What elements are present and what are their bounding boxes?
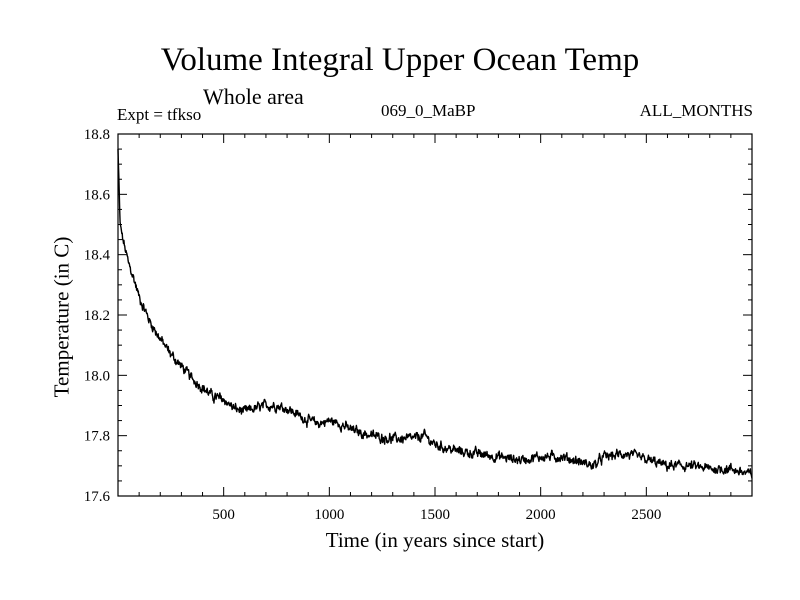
- y-tick-label: 17.6: [84, 489, 111, 505]
- chart-title: Volume Integral Upper Ocean Temp: [160, 42, 640, 78]
- y-tick-label: 18.6: [84, 187, 111, 203]
- y-tick-label: 18.4: [84, 248, 111, 264]
- x-tick-label: 1000: [314, 507, 344, 523]
- y-tick-label: 18.0: [84, 368, 110, 384]
- x-tick-label: 1500: [420, 507, 450, 523]
- y-axis-label: Temperature (in C): [49, 236, 74, 398]
- x-tick-label: 500: [212, 507, 235, 523]
- x-axis-label: Time (in years since start): [325, 528, 545, 552]
- experiment-label: Expt = tfkso: [117, 105, 202, 124]
- y-tick-label: 18.2: [84, 308, 110, 324]
- y-tick-label: 17.8: [84, 429, 110, 445]
- chart-subtitle: Whole area: [203, 84, 304, 109]
- x-tick-label: 2000: [526, 507, 556, 523]
- months-label: ALL_MONTHS: [639, 101, 753, 120]
- y-tick-label: 18.8: [84, 127, 110, 143]
- x-tick-label: 2500: [631, 507, 661, 523]
- run-label: 069_0_MaBP: [381, 101, 476, 120]
- series-line: [117, 149, 753, 479]
